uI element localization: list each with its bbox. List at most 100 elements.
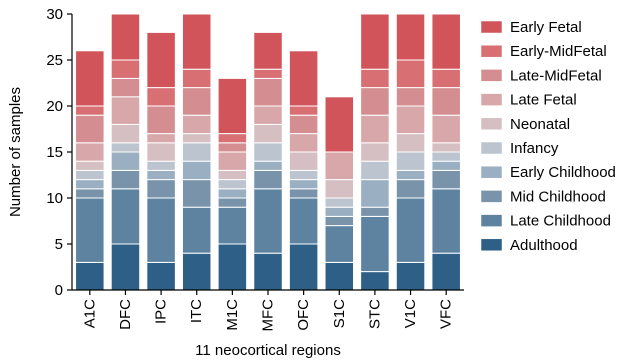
bar-segment — [431, 142, 461, 153]
bar-segment — [431, 68, 461, 89]
bar-segment — [181, 142, 212, 162]
legend-swatch — [480, 93, 503, 106]
bar-segment — [395, 87, 426, 107]
bar-segment — [395, 13, 426, 61]
bar-segment — [253, 252, 283, 291]
x-tick-label: STC — [366, 299, 383, 329]
bar-segment — [110, 59, 141, 79]
bar-segment — [395, 197, 426, 263]
bar-segment — [324, 215, 355, 227]
bar-segment — [288, 197, 319, 245]
bar-segment — [75, 160, 105, 171]
bar-segment — [181, 13, 212, 70]
bar-segment — [110, 142, 141, 153]
bar-segment — [431, 169, 461, 190]
bar-segment — [431, 252, 461, 291]
bar-segment — [217, 206, 248, 245]
bar-segment — [324, 151, 355, 181]
legend-label: Early Fetal — [510, 19, 582, 36]
legend: Early Fetal Early-MidFetal Late-MidFetal La… — [480, 19, 616, 254]
legend-label: Late Fetal — [510, 92, 577, 109]
bar-segment — [75, 142, 105, 162]
x-tick-label: OFC — [295, 299, 312, 331]
bar-segment — [146, 133, 176, 144]
bar-segment — [110, 188, 141, 245]
bar-segment — [288, 151, 319, 171]
y-tick-label: 25 — [46, 52, 63, 69]
bar-segment — [431, 160, 461, 171]
x-axis-ticks: A1C DFC IPC ITC M1C MFC OFC S1C STC V1C VFC — [81, 290, 455, 332]
x-tick-label: ITC — [188, 299, 205, 323]
legend-swatch — [480, 20, 503, 34]
bar-segment — [75, 188, 105, 199]
legend-label: Late Childhood — [510, 213, 611, 230]
y-axis-ticks: 0 5 10 15 20 25 30 — [46, 6, 72, 299]
legend-label: Neonatal — [510, 116, 570, 133]
bar-segment — [253, 160, 283, 171]
legend-swatch — [480, 44, 503, 58]
bar-segment — [288, 114, 319, 135]
bar-segment — [360, 68, 390, 89]
x-tick-label: S1C — [331, 299, 348, 328]
bar-segment — [253, 123, 283, 144]
bar-segment — [146, 169, 176, 181]
x-tick-label: V1C — [402, 299, 419, 328]
legend-label: Early-MidFetal — [510, 43, 607, 60]
x-tick-label: VFC — [438, 299, 455, 329]
y-axis-label: Number of samples — [7, 87, 24, 217]
bar-segment — [360, 179, 390, 208]
bar-segment — [288, 133, 319, 153]
bar-segment — [288, 188, 319, 199]
legend-swatch — [480, 117, 503, 131]
bar-segment — [360, 142, 390, 162]
bar-segment — [431, 151, 461, 162]
bar-segment — [360, 215, 390, 273]
bar-segment — [253, 31, 283, 70]
bar-segment — [217, 133, 248, 144]
bar-segment — [181, 252, 212, 291]
bar-segment — [181, 179, 212, 208]
legend-swatch — [480, 190, 503, 203]
x-tick-label: DFC — [117, 299, 134, 330]
bar-segment — [146, 179, 176, 199]
y-tick-label: 10 — [46, 190, 63, 207]
bar-segment — [431, 188, 461, 254]
bar-segment — [395, 179, 426, 199]
bar-segment — [360, 114, 390, 144]
x-tick-label: MFC — [260, 299, 277, 332]
legend-swatch — [480, 69, 503, 82]
bar-segment — [288, 243, 319, 291]
legend-label: Early Childhood — [510, 164, 616, 181]
bar-segment — [110, 13, 141, 61]
legend-swatch — [480, 141, 503, 155]
bar-segment — [395, 169, 426, 181]
bar-segment — [431, 114, 461, 144]
bar-segment — [181, 114, 212, 135]
bar-segment — [288, 179, 319, 190]
bar-segment — [75, 105, 105, 116]
bar-segment — [75, 50, 105, 107]
bar-segment — [217, 179, 248, 190]
bar-segment — [110, 169, 141, 190]
legend-label: Late-MidFetal — [510, 67, 602, 84]
bar-segment — [395, 133, 426, 153]
legend-swatch — [480, 214, 503, 227]
bar-segment — [324, 96, 355, 153]
bar-segment — [360, 13, 390, 70]
bar-segment — [395, 105, 426, 135]
bar-segment — [146, 197, 176, 263]
bar-segment — [110, 123, 141, 144]
x-tick-label: A1C — [81, 299, 98, 328]
bar-segment — [217, 188, 248, 199]
bar-segment — [431, 13, 461, 70]
bar-segment — [217, 169, 248, 181]
bar-segment — [324, 206, 355, 217]
bar-segment — [395, 59, 426, 89]
bar-segment — [110, 243, 141, 291]
bar-segment — [324, 197, 355, 208]
y-tick-label: 15 — [46, 144, 63, 161]
bar-segment — [360, 271, 390, 291]
bar-segment — [181, 68, 212, 89]
bar-segment — [146, 261, 176, 291]
